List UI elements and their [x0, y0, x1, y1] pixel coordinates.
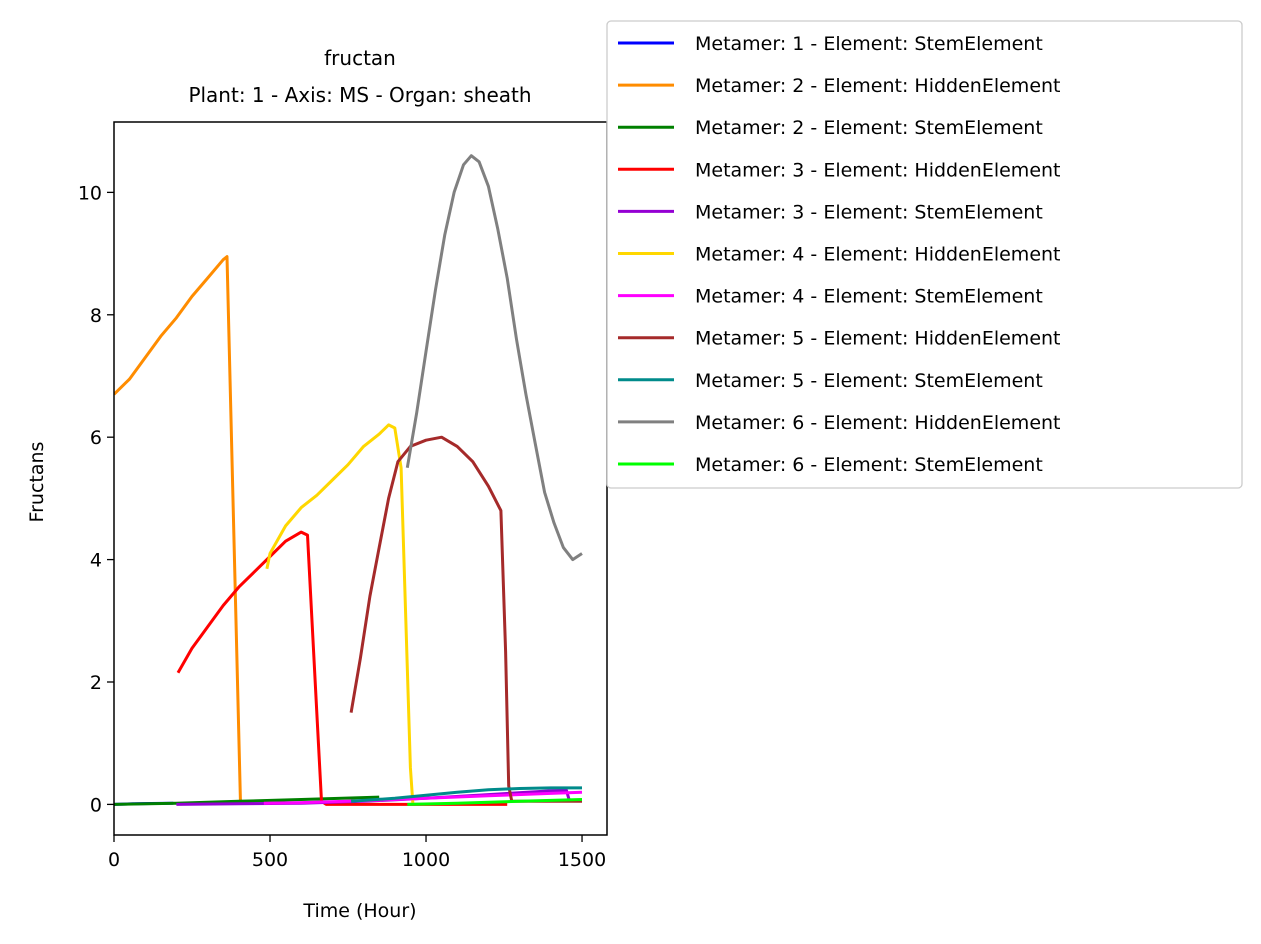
- y-axis-label: Fructans: [26, 442, 48, 523]
- x-tick-label: 1500: [558, 849, 606, 871]
- legend-label: Metamer: 3 - Element: HiddenElement: [695, 159, 1061, 181]
- series-line-11: [407, 798, 583, 806]
- series-line-10: [405, 154, 583, 562]
- chart-title: fructan: [324, 46, 396, 70]
- y-tick-label: 4: [90, 550, 102, 572]
- y-tick-label: 10: [78, 182, 102, 204]
- legend-label: Metamer: 4 - Element: HiddenElement: [695, 244, 1061, 266]
- series-line-3: [114, 795, 380, 806]
- y-tick-label: 2: [90, 672, 102, 694]
- x-tick-label: 1000: [402, 849, 450, 871]
- y-tick-label: 8: [90, 305, 102, 327]
- legend-frame: [606, 20, 1243, 489]
- legend-label: Metamer: 2 - Element: HiddenElement: [695, 75, 1061, 97]
- y-axis: 0 2 4 6 8 10: [78, 182, 114, 816]
- series-line-2: [114, 255, 244, 805]
- x-axis-label: Time (Hour): [302, 900, 416, 922]
- legend-label: Metamer: 1 - Element: StemElement: [695, 33, 1043, 55]
- legend-label: Metamer: 6 - Element: HiddenElement: [695, 412, 1061, 434]
- legend-label: Metamer: 5 - Element: StemElement: [695, 370, 1043, 392]
- legend: Metamer: 1 - Element: StemElement Metamer…: [606, 20, 1243, 489]
- series-line-8: [349, 435, 582, 803]
- series-line-6: [265, 423, 415, 805]
- legend-label: Metamer: 2 - Element: StemElement: [695, 117, 1043, 139]
- x-axis: 0 500 1000 1500: [108, 835, 606, 871]
- x-tick-label: 0: [108, 849, 120, 871]
- plot-area: [113, 121, 608, 836]
- x-tick-label: 500: [252, 849, 288, 871]
- series-line-7: [263, 790, 583, 805]
- legend-label: Metamer: 6 - Element: StemElement: [695, 454, 1043, 476]
- plot-frame: [113, 121, 608, 836]
- y-tick-label: 0: [90, 794, 102, 816]
- y-tick-label: 6: [90, 427, 102, 449]
- legend-label: Metamer: 3 - Element: StemElement: [695, 201, 1043, 223]
- chart-subtitle: Plant: 1 - Axis: MS - Organ: sheath: [188, 83, 531, 107]
- legend-label: Metamer: 4 - Element: StemElement: [695, 286, 1043, 308]
- legend-label: Metamer: 5 - Element: HiddenElement: [695, 328, 1061, 350]
- series-line-9: [350, 786, 582, 803]
- series-line-4: [176, 530, 508, 806]
